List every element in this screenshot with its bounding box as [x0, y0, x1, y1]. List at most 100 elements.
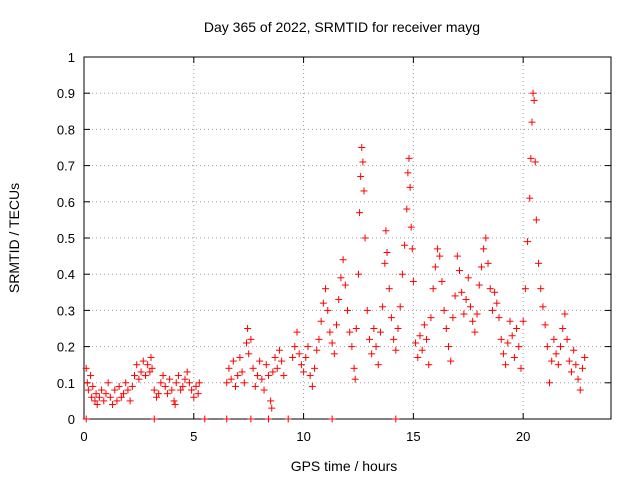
data-point: [251, 382, 259, 390]
data-point: [83, 379, 91, 387]
data-point: [458, 288, 466, 296]
data-point: [537, 285, 545, 293]
data-point: [302, 353, 310, 361]
data-point: [295, 350, 303, 358]
y-tick-label: 0.2: [57, 340, 75, 355]
data-point: [109, 401, 117, 409]
data-point: [390, 335, 398, 343]
data-point: [111, 386, 119, 394]
data-point: [104, 379, 112, 387]
data-point: [460, 310, 468, 318]
data-point: [194, 390, 202, 398]
data-point: [408, 245, 416, 253]
data-point: [360, 187, 368, 195]
data-point: [535, 259, 543, 267]
data-point: [348, 343, 356, 351]
data-point: [337, 274, 345, 282]
data-point: [524, 238, 532, 246]
y-tick-label: 0.6: [57, 195, 75, 210]
data-point: [280, 372, 288, 380]
data-point: [406, 183, 414, 191]
data-point: [445, 343, 453, 351]
data-points: [82, 89, 589, 423]
data-point: [495, 314, 503, 322]
data-point: [471, 328, 479, 336]
y-axis-label: SRMTID / TECUs: [6, 183, 22, 293]
data-point: [372, 343, 380, 351]
data-point: [356, 209, 364, 217]
data-point: [387, 314, 395, 322]
data-point: [376, 328, 384, 336]
data-point: [262, 361, 270, 369]
data-point: [268, 404, 276, 412]
data-point: [335, 296, 343, 304]
data-point: [404, 169, 412, 177]
data-point: [139, 357, 147, 365]
data-point: [491, 288, 499, 296]
data-point: [306, 372, 314, 380]
data-point: [455, 267, 463, 275]
x-tick-label: 5: [190, 429, 197, 444]
data-point: [563, 335, 571, 343]
data-point: [131, 372, 139, 380]
data-point: [317, 317, 325, 325]
data-point: [429, 285, 437, 293]
data-point: [493, 299, 501, 307]
data-point: [172, 379, 180, 387]
data-point: [137, 368, 145, 376]
data-point: [278, 357, 286, 365]
data-point: [469, 317, 477, 325]
data-point: [351, 375, 359, 383]
data-point: [442, 325, 450, 332]
data-point: [240, 379, 248, 387]
data-point: [133, 361, 141, 369]
data-point: [530, 96, 538, 104]
data-point: [574, 375, 582, 383]
data-point: [234, 372, 242, 380]
data-point: [398, 270, 406, 278]
data-point: [244, 325, 252, 332]
data-point: [449, 314, 457, 322]
data-point: [581, 353, 589, 361]
y-tick-label: 0.5: [57, 231, 75, 246]
data-point: [247, 415, 255, 423]
data-point: [341, 281, 349, 289]
data-point: [247, 335, 255, 343]
data-point: [552, 350, 560, 358]
data-point: [521, 285, 529, 293]
y-tick-label: 0.9: [57, 86, 75, 101]
data-point: [188, 386, 196, 394]
data-point: [120, 390, 128, 398]
data-point: [328, 339, 336, 347]
data-point: [256, 357, 264, 365]
data-point: [115, 382, 123, 390]
data-point: [527, 154, 535, 162]
data-point: [392, 415, 400, 423]
data-point: [174, 372, 182, 380]
data-point: [155, 390, 163, 398]
data-point: [161, 382, 169, 390]
data-point: [166, 375, 174, 383]
data-point: [339, 256, 347, 264]
data-point: [502, 361, 510, 369]
data-point: [260, 386, 268, 394]
data-point: [513, 325, 521, 332]
data-point: [381, 259, 389, 267]
data-point: [420, 321, 428, 329]
data-point: [89, 382, 97, 390]
data-point: [462, 296, 470, 304]
data-point: [289, 353, 297, 361]
data-point: [106, 393, 114, 401]
data-point: [350, 364, 358, 372]
x-axis-label: GPS time / hours: [291, 458, 398, 474]
data-point: [267, 397, 275, 405]
data-point: [98, 386, 106, 394]
data-point: [412, 339, 420, 347]
data-point: [431, 263, 439, 271]
data-point: [92, 390, 100, 398]
data-point: [352, 325, 360, 332]
data-point: [308, 382, 316, 390]
x-tick-label: 0: [80, 429, 87, 444]
data-point: [117, 393, 125, 401]
